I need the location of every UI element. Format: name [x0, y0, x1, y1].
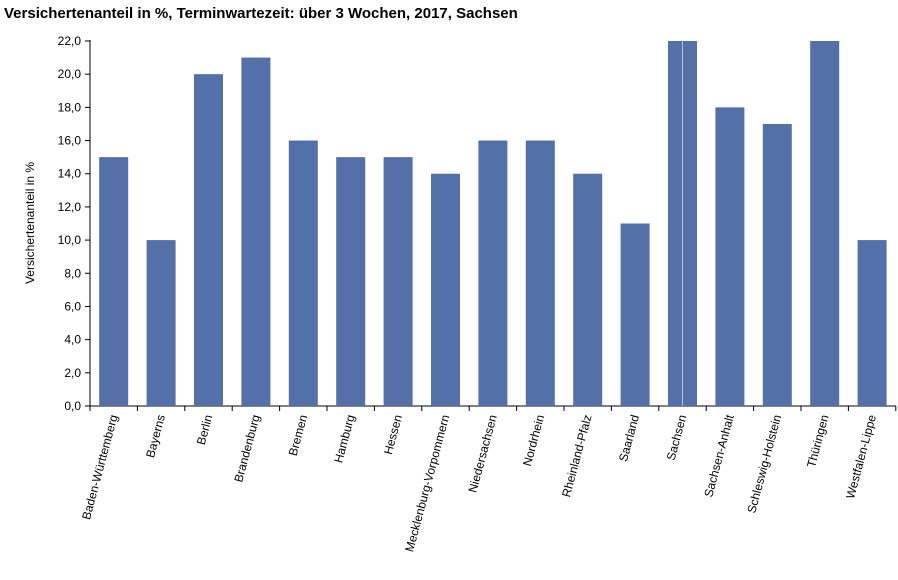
y-tick-label: 16,0 [58, 134, 82, 148]
x-tick-label: Berlin [194, 413, 215, 446]
x-tick-label: Niedersachsen [466, 413, 500, 494]
chart-title: Versichertenanteil in %, Terminwartezeit… [4, 5, 518, 22]
x-tick-label: Schleswig-Holstein [744, 413, 784, 515]
bar [525, 140, 555, 406]
x-axis: Baden-Württemberg Bayerns Berlin Brandenbur… [79, 405, 897, 553]
y-tick-label: 0,0 [64, 399, 81, 413]
y-axis: 0,0 2,0 4,0 6,0 8,0 10,0 12,0 14,0 16,0 18,0 20,0 2… [58, 34, 91, 413]
bar [857, 240, 887, 406]
bar [715, 107, 745, 406]
y-tick-label: 14,0 [58, 167, 82, 181]
bar [478, 140, 508, 406]
bar [573, 173, 603, 406]
y-tick-label: 4,0 [64, 333, 81, 347]
y-axis-title: Versichertenanteil in % [23, 162, 37, 284]
bar [194, 74, 223, 406]
x-tick-label: Mecklenburg-Vorpommern [402, 413, 452, 553]
y-tick-label: 20,0 [58, 67, 82, 81]
bar [99, 157, 129, 406]
bar [146, 240, 176, 406]
y-tick-label: 18,0 [58, 100, 82, 114]
y-tick-label: 22,0 [58, 34, 82, 48]
x-tick-label: Bremen [286, 413, 310, 457]
bar [336, 157, 366, 406]
x-tick-label: Bayerns [143, 413, 168, 459]
x-tick-label: Nordrhein [520, 413, 547, 468]
y-tick-label: 2,0 [64, 366, 81, 380]
bars [99, 41, 887, 407]
bar [241, 57, 271, 406]
bar [288, 140, 318, 406]
y-tick-label: 12,0 [58, 200, 82, 214]
x-tick-label: Brandenburg [231, 413, 262, 484]
x-tick-label: Hessen [381, 413, 405, 456]
x-tick-label: Westfalen-Lippe [843, 413, 879, 500]
x-tick-label: Hamburg [331, 413, 357, 464]
x-tick-label: Baden-Württemberg [79, 413, 120, 521]
bar [762, 123, 792, 407]
bar [810, 41, 840, 406]
bar [383, 157, 413, 406]
x-tick-label: Rheinland-Pfalz [559, 413, 594, 498]
x-tick-label: Saarland [616, 413, 642, 463]
y-tick-label: 6,0 [64, 299, 81, 313]
bar [620, 223, 650, 406]
x-tick-label: Sachsen-Anhalt [701, 413, 737, 499]
y-tick-label: 8,0 [64, 266, 81, 280]
x-tick-label: Sachsen [664, 413, 690, 462]
y-tick-label: 10,0 [58, 233, 82, 247]
x-tick-label: Thüringen [804, 413, 832, 469]
bar [431, 173, 460, 406]
